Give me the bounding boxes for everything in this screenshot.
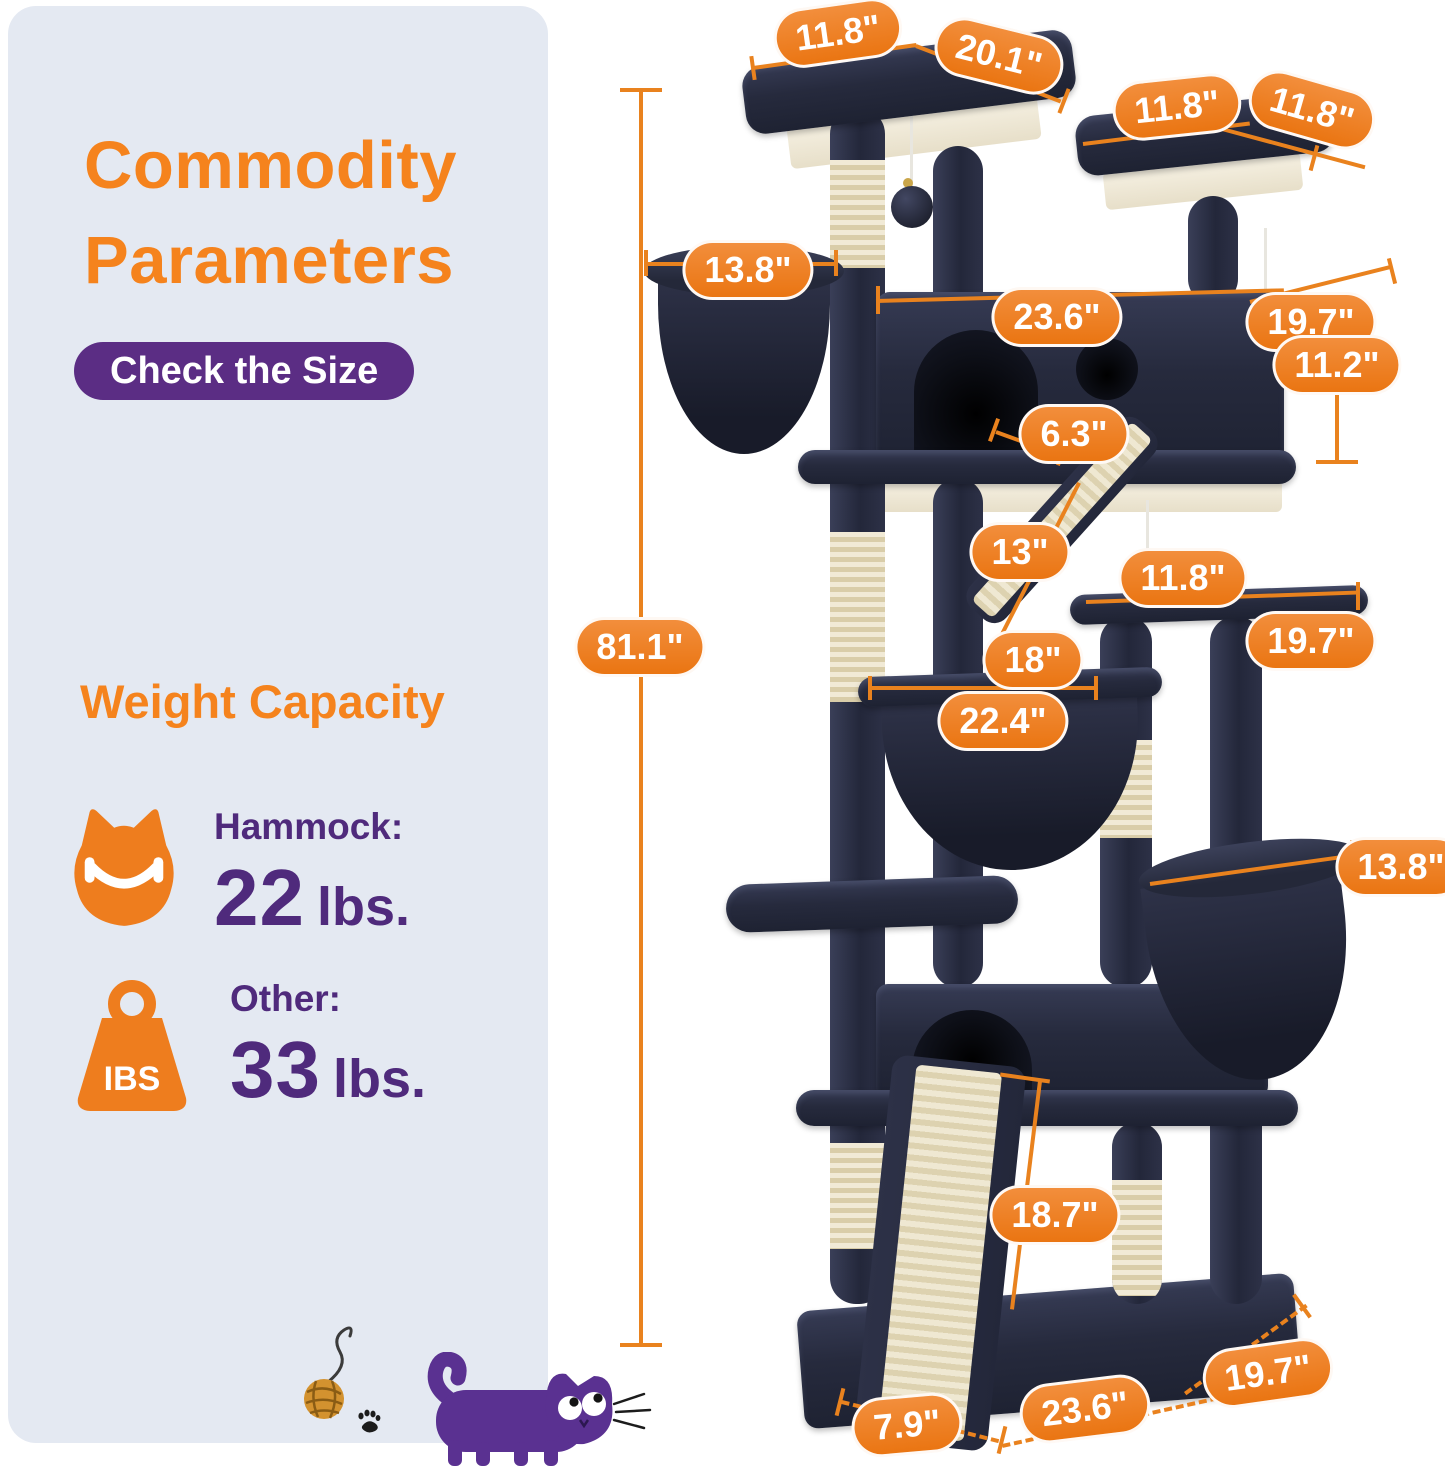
paw-print-icon <box>356 1408 382 1434</box>
upper-condo-peek-hole <box>1076 338 1138 400</box>
dim-label-condo-width: 23.6" <box>991 287 1123 347</box>
dim-label-ramp-width: 6.3" <box>1018 404 1130 464</box>
other-capacity-unit: lbs. <box>332 1049 427 1109</box>
dim-label-ramp-base-width: 7.9" <box>849 1390 965 1460</box>
side-shelf <box>725 874 1019 934</box>
title-line-1: Commodity <box>84 128 457 203</box>
measure-cap <box>620 1343 662 1347</box>
dim-label-condo-height: 11.2" <box>1272 335 1402 395</box>
dim-label-big-ramp-length: 18.7" <box>989 1185 1121 1245</box>
leg-front-right <box>1112 1122 1162 1304</box>
other-capacity-row: IBS Other: 33 lbs. <box>70 978 426 1116</box>
measure-cap <box>1356 582 1360 610</box>
toy-bead <box>903 178 913 188</box>
dim-label-platform-width: 11.8" <box>1118 548 1248 608</box>
cat-hammock-icon <box>70 806 178 930</box>
measure-cap <box>868 676 872 700</box>
measure-line-18 <box>870 686 1098 690</box>
measure-cap <box>620 88 662 92</box>
toy-string <box>1264 228 1267 348</box>
other-capacity-value: 33 <box>230 1025 321 1114</box>
dim-label-hammock-span: 18" <box>982 630 1084 690</box>
weight-icon-text: IBS <box>104 1060 161 1098</box>
pom-ball-left <box>891 186 933 228</box>
title-line-2: Parameters <box>84 223 455 299</box>
dim-label-platform-depth: 19.7" <box>1245 611 1377 671</box>
hammock-capacity-row: Hammock: 22 lbs. <box>70 806 410 944</box>
dim-label-left-basket: 13.8" <box>682 240 814 300</box>
measure-cap <box>644 250 648 276</box>
measure-cap <box>834 250 838 276</box>
hammock-capacity-unit: lbs. <box>316 877 411 937</box>
measure-cap <box>1386 257 1398 285</box>
weight-kettlebell-icon: IBS <box>70 978 194 1116</box>
dim-label-right-basket: 13.8" <box>1335 837 1445 897</box>
post-right-perch <box>1188 196 1238 304</box>
upper-condo-arch-entrance <box>914 330 1038 470</box>
weight-capacity-heading: Weight Capacity <box>80 675 445 728</box>
hammock-label: Hammock: <box>214 806 404 847</box>
measure-cap <box>1316 460 1358 464</box>
dim-label-overall-height: 81.1" <box>574 617 706 677</box>
info-panel: Commodity Parameters Check the Size Weig… <box>8 6 548 1443</box>
hammock-capacity-value: 22 <box>214 853 305 942</box>
yarn-ball-icon <box>260 1324 370 1424</box>
toy-string <box>910 100 913 192</box>
measure-cap <box>876 286 880 314</box>
check-the-size-badge: Check the Size <box>74 342 415 400</box>
dim-label-ramp-length: 13" <box>969 522 1071 582</box>
measure-cap <box>1094 676 1098 700</box>
page-title: Commodity Parameters <box>84 118 457 308</box>
overall-height-line <box>639 90 643 1345</box>
other-label: Other: <box>230 978 341 1019</box>
left-basket-bowl <box>658 274 830 454</box>
lower-condo-board <box>796 1090 1298 1126</box>
other-capacity-text: Other: 33 lbs. <box>230 978 426 1116</box>
dim-label-hammock-width: 22.4" <box>937 691 1069 751</box>
hammock-capacity-text: Hammock: 22 lbs. <box>214 806 410 944</box>
purple-cat-illustration <box>418 1352 658 1466</box>
